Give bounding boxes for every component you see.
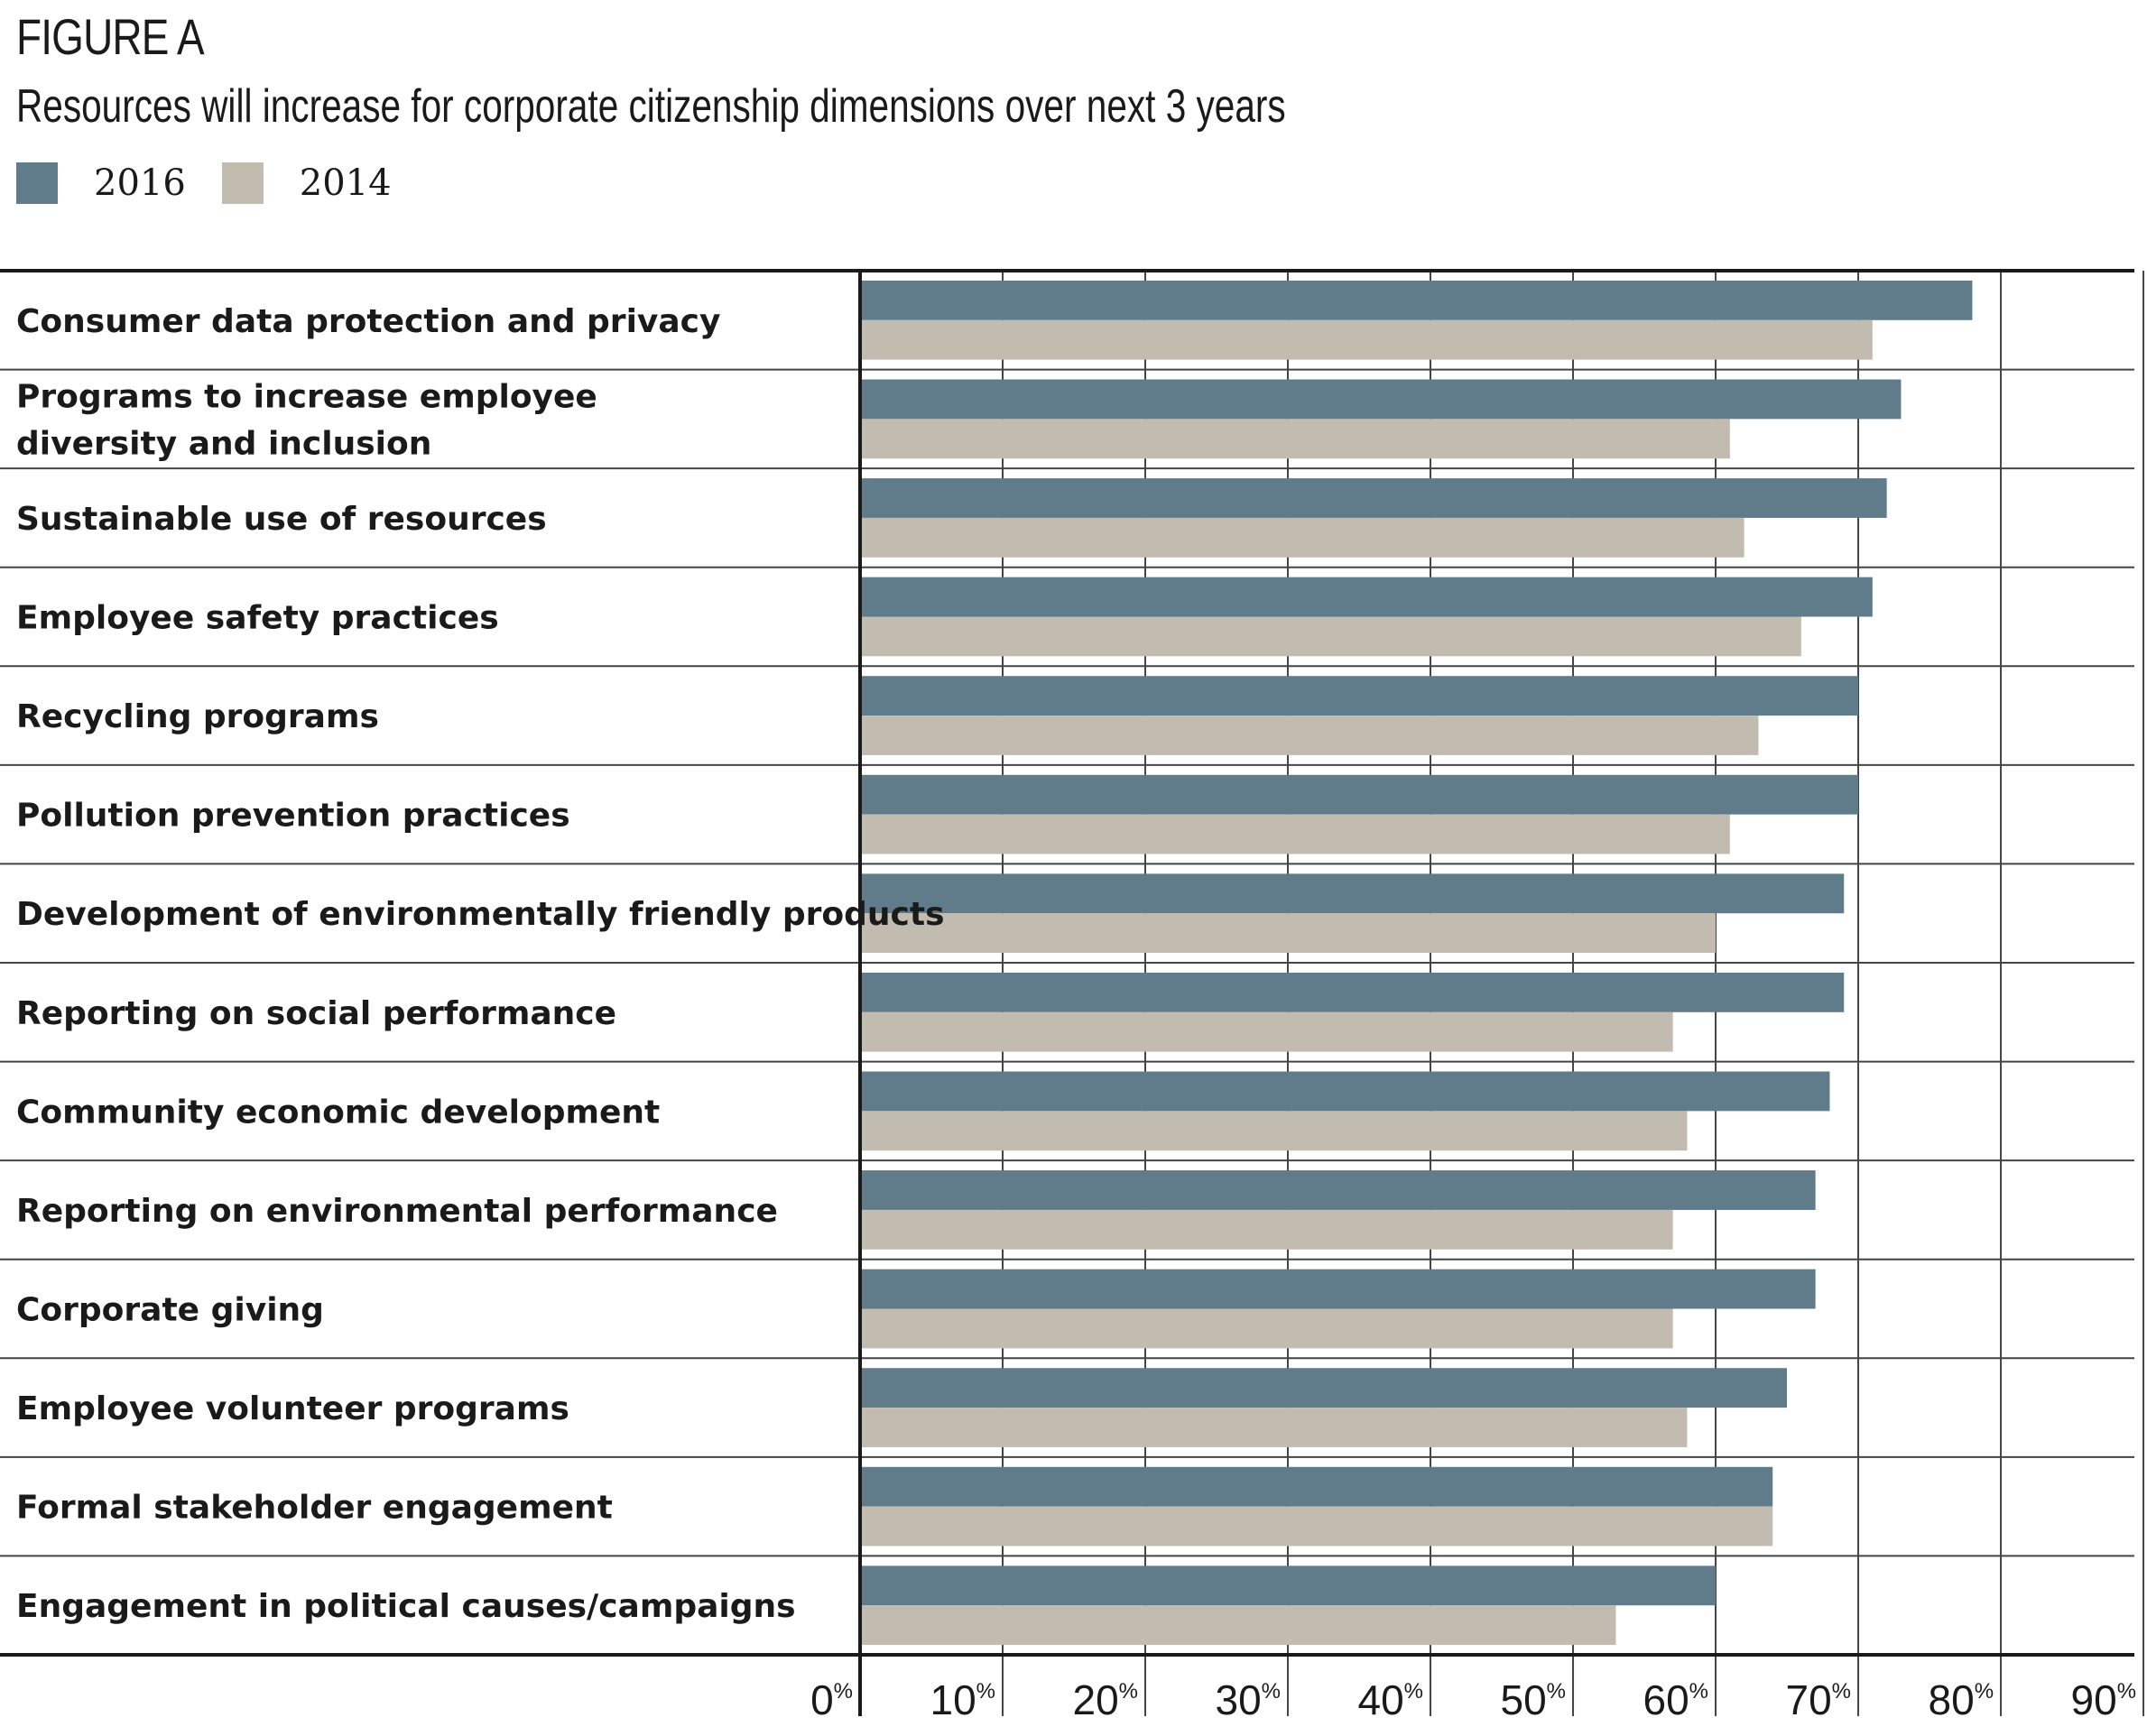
bar-2016 bbox=[862, 577, 1873, 617]
legend-label-2016: 2016 bbox=[94, 162, 186, 204]
bar-2014 bbox=[862, 1011, 1673, 1052]
bar-2014 bbox=[862, 1308, 1673, 1349]
category-label: Consumer data protection and privacy bbox=[16, 303, 720, 340]
bar-2014 bbox=[862, 1111, 1688, 1151]
bar-2014 bbox=[862, 716, 1759, 755]
bar-2014 bbox=[862, 1605, 1616, 1646]
chart-title: Resources will increase for corporate ci… bbox=[16, 80, 1286, 133]
legend-item-2016: 2016 bbox=[16, 162, 186, 204]
legend-swatch-2014 bbox=[221, 162, 264, 204]
x-tick-label: 70% bbox=[1786, 1676, 1852, 1723]
figure-label: FIGURE A bbox=[16, 8, 205, 65]
bar-2016 bbox=[862, 1269, 1816, 1309]
bar-2016 bbox=[862, 280, 1973, 320]
category-label: Employee safety practices bbox=[16, 600, 499, 637]
bar-2014 bbox=[862, 616, 1801, 657]
category-label: Engagement in political causes/campaigns bbox=[16, 1588, 796, 1625]
bar-2016 bbox=[862, 676, 1859, 716]
x-tick-label: 10% bbox=[930, 1676, 995, 1723]
legend-label-2014: 2014 bbox=[299, 162, 392, 204]
x-tick-label: 90% bbox=[2071, 1676, 2137, 1723]
bar-2016 bbox=[862, 1466, 1773, 1507]
x-tick-label: 0% bbox=[810, 1676, 853, 1723]
x-tick-label: 80% bbox=[1929, 1676, 1994, 1723]
bar-2016 bbox=[862, 774, 1859, 815]
bar-2016 bbox=[862, 1565, 1717, 1606]
category-label: Corporate giving bbox=[16, 1292, 324, 1329]
x-tick-label: 20% bbox=[1072, 1676, 1138, 1723]
x-tick-label: 60% bbox=[1643, 1676, 1709, 1723]
category-label: Sustainable use of resources bbox=[16, 501, 547, 538]
category-label: diversity and inclusion bbox=[16, 425, 431, 462]
legend-item-2014: 2014 bbox=[221, 162, 392, 204]
bar-2014 bbox=[862, 913, 1717, 954]
bar-2016 bbox=[862, 1170, 1816, 1210]
bar-2016 bbox=[862, 478, 1887, 518]
bar-2014 bbox=[862, 319, 1873, 360]
category-label: Pollution prevention practices bbox=[16, 798, 570, 835]
category-label: Development of environmentally friendly … bbox=[16, 896, 945, 933]
x-tick-label: 50% bbox=[1501, 1676, 1567, 1723]
category-label: Reporting on social performance bbox=[16, 995, 616, 1032]
bar-2014 bbox=[862, 1408, 1688, 1447]
category-label: Community economic development bbox=[16, 1094, 660, 1131]
category-label: Formal stakeholder engagement bbox=[16, 1490, 613, 1527]
bar-2014 bbox=[862, 814, 1730, 854]
legend-swatch-2016 bbox=[16, 162, 58, 204]
x-tick-label: 40% bbox=[1358, 1676, 1424, 1723]
bar-2016 bbox=[862, 1071, 1830, 1112]
category-label: Programs to increase employee bbox=[16, 378, 597, 415]
bar-2016 bbox=[862, 873, 1845, 914]
category-label: Employee volunteer programs bbox=[16, 1390, 569, 1427]
bar-2014 bbox=[862, 419, 1730, 459]
bar-2016 bbox=[862, 1368, 1788, 1408]
bar-2016 bbox=[862, 972, 1845, 1012]
bar-2014 bbox=[862, 517, 1744, 558]
legend: 2016 2014 bbox=[16, 162, 428, 204]
bar-2014 bbox=[862, 1506, 1773, 1547]
x-tick-label: 30% bbox=[1215, 1676, 1281, 1723]
bar-2016 bbox=[862, 379, 1902, 420]
category-label: Reporting on environmental performance bbox=[16, 1193, 778, 1230]
category-label: Recycling programs bbox=[16, 698, 379, 735]
bar-2014 bbox=[862, 1209, 1673, 1250]
